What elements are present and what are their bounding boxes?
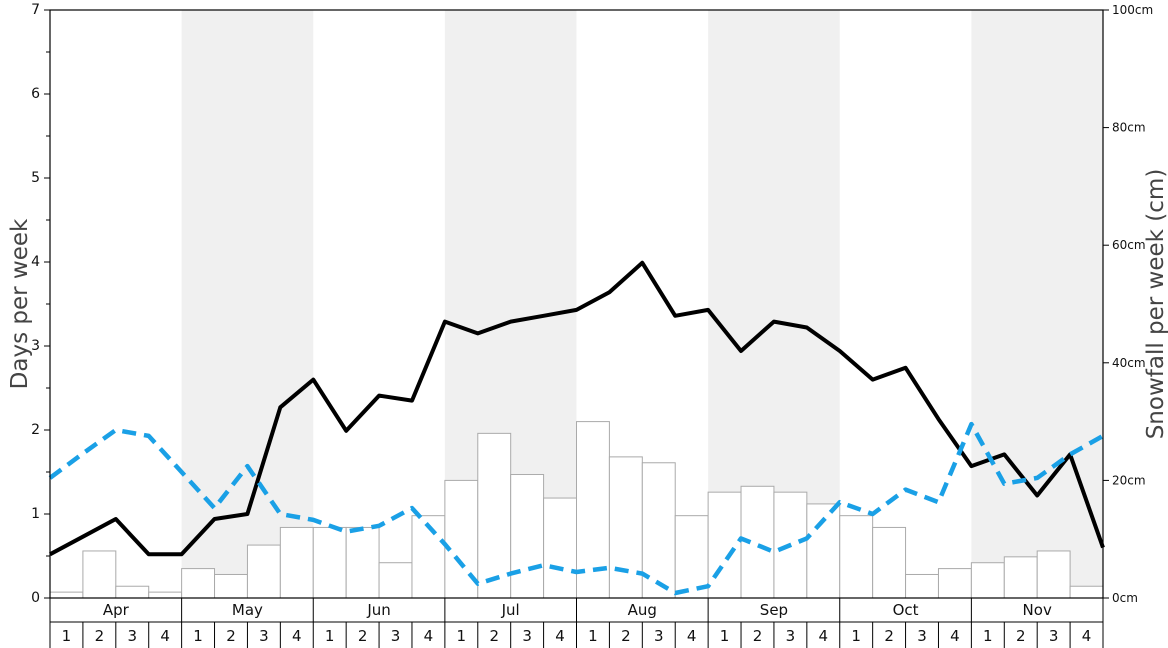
week-label: 2 xyxy=(884,627,894,645)
month-band xyxy=(971,10,1103,598)
chart-lines xyxy=(48,260,1105,596)
week-label: 1 xyxy=(457,627,467,645)
week-label: 4 xyxy=(950,627,960,645)
week-label: 2 xyxy=(95,627,105,645)
snowfall-bar xyxy=(543,497,577,599)
snowfall-bars xyxy=(49,421,1104,599)
week-label: 4 xyxy=(1082,627,1092,645)
week-label: 4 xyxy=(819,627,829,645)
week-label: 2 xyxy=(621,627,631,645)
week-label: 3 xyxy=(917,627,927,645)
left-axis-title: Days per week xyxy=(7,218,33,389)
right-axis: 0cm 20cm 40cm 60cm 80cm 100cm xyxy=(1103,3,1153,605)
month-label: May xyxy=(232,601,263,619)
snowfall-bar xyxy=(148,591,183,599)
snowfall-bar xyxy=(82,550,117,599)
week-label: 4 xyxy=(160,627,170,645)
week-axis: 1 2 3 4 1 2 3 4 1 2 3 4 1 2 3 4 1 2 3 4 1 2 3 4 1 2 3 4 1 2 3 4 xyxy=(49,622,1104,648)
y-tick-label: 1 xyxy=(31,506,40,522)
y2-tick-label: 0cm xyxy=(1112,591,1138,605)
y2-tick-label: 20cm xyxy=(1112,473,1146,487)
week-label: 2 xyxy=(489,627,499,645)
month-label: Sep xyxy=(760,601,788,619)
month-band xyxy=(181,10,314,598)
y-tick-label: 7 xyxy=(31,2,40,18)
y-tick-label: 2 xyxy=(31,422,40,438)
snowfall-bar xyxy=(937,568,972,599)
snowfall-bar xyxy=(608,456,643,599)
snowfall-bar xyxy=(312,526,347,599)
snowfall-bar xyxy=(345,526,380,599)
snowfall-bar xyxy=(707,491,742,599)
week-label: 4 xyxy=(555,627,565,645)
week-label: 3 xyxy=(654,627,664,645)
snowfall-bar xyxy=(510,474,545,599)
week-label: 2 xyxy=(226,627,236,645)
week-label: 3 xyxy=(786,627,796,645)
week-label: 1 xyxy=(851,627,861,645)
week-label: 3 xyxy=(391,627,401,645)
snowfall-bar xyxy=(1069,585,1104,599)
snowfall-bar xyxy=(839,515,874,599)
snowfall-bar xyxy=(872,526,907,599)
snowfall-bar xyxy=(115,585,150,599)
snowfall-bar xyxy=(1036,550,1071,599)
snowfall-bar xyxy=(477,432,512,599)
y2-tick-label: 60cm xyxy=(1112,238,1146,252)
y2-tick-label: 40cm xyxy=(1112,356,1146,370)
y-tick-label: 3 xyxy=(31,338,40,354)
week-label: 3 xyxy=(127,627,137,645)
y-tick-label: 0 xyxy=(31,590,40,606)
week-label: 1 xyxy=(193,627,203,645)
month-label: Jun xyxy=(366,601,390,619)
snowfall-bar xyxy=(970,562,1005,599)
snowfall-bar xyxy=(905,573,939,599)
week-label: 4 xyxy=(687,627,697,645)
week-label: 4 xyxy=(292,627,302,645)
right-axis-title: Snowfall per week (cm) xyxy=(1143,169,1168,440)
snow-days-line xyxy=(49,260,1105,557)
week-label: 1 xyxy=(62,627,72,645)
snowfall-bar xyxy=(378,562,413,599)
y-tick-label: 6 xyxy=(31,86,40,102)
week-label: 1 xyxy=(720,627,730,645)
week-label: 2 xyxy=(358,627,368,645)
snowfall-bar xyxy=(246,544,281,599)
week-label: 1 xyxy=(983,627,993,645)
week-label: 3 xyxy=(522,627,532,645)
snowfall-bar xyxy=(1003,556,1038,599)
week-label: 3 xyxy=(1049,627,1059,645)
left-axis: 0 1 2 3 4 5 6 7 xyxy=(31,2,50,606)
month-bands xyxy=(181,10,1103,598)
month-axis: Apr May Jun Jul Aug Sep Oct Nov xyxy=(49,598,1104,623)
month-label: Nov xyxy=(1023,601,1052,619)
snowfall-bar xyxy=(49,591,84,599)
month-label: Oct xyxy=(893,601,919,619)
month-label: Aug xyxy=(628,601,657,619)
y-tick-label: 5 xyxy=(31,170,40,186)
week-label: 2 xyxy=(753,627,763,645)
snowfall-bar xyxy=(214,573,248,599)
snowfall-bar xyxy=(279,526,314,599)
week-label: 2 xyxy=(1016,627,1026,645)
snowfall-bar xyxy=(181,568,216,599)
dashed-series-line xyxy=(48,421,1105,596)
snowfall-bar xyxy=(674,515,709,599)
y-tick-label: 4 xyxy=(31,254,40,270)
y2-tick-label: 100cm xyxy=(1112,3,1153,17)
week-label: 3 xyxy=(259,627,269,645)
week-label: 1 xyxy=(325,627,335,645)
y2-tick-label: 80cm xyxy=(1112,121,1146,135)
week-label: 1 xyxy=(588,627,598,645)
month-label: Jul xyxy=(501,601,520,619)
week-label: 4 xyxy=(424,627,434,645)
month-label: Apr xyxy=(103,601,130,619)
